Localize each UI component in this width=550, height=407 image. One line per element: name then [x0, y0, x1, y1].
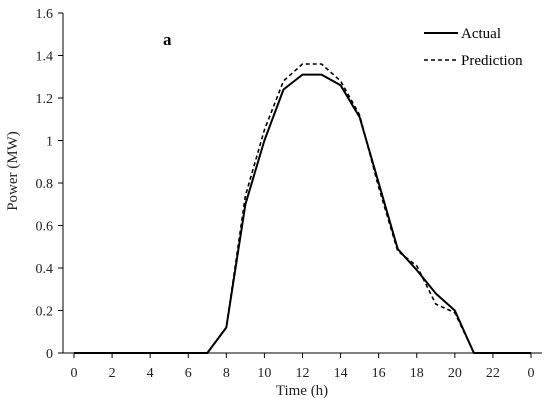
- series-line-actual: [74, 73, 531, 354]
- y-tick-label: 1: [46, 135, 53, 150]
- legend: Actual Prediction: [424, 26, 523, 69]
- x-tick-label: 0: [71, 366, 78, 381]
- y-axis-ticks: 0 0.2 0.4 0.6 0.8 1 1.2 1.4 1.6: [36, 7, 63, 362]
- x-tick-label: 8: [223, 366, 230, 381]
- x-tick-label: 0: [528, 366, 535, 381]
- x-tick-label: 4: [147, 366, 154, 381]
- x-tick-label: 18: [410, 366, 424, 381]
- x-tick-label: 6: [185, 366, 192, 381]
- x-tick-label: 22: [486, 366, 500, 381]
- panel-label: a: [163, 30, 172, 49]
- y-tick-label: 0.6: [36, 220, 54, 235]
- series-line-prediction: [74, 63, 531, 354]
- x-tick-label: 12: [296, 366, 310, 381]
- y-tick-label: 1.4: [36, 50, 54, 65]
- x-tick-label: 10: [257, 366, 271, 381]
- y-tick-label: 1.6: [36, 7, 54, 22]
- y-tick-label: 0: [46, 347, 53, 362]
- x-tick-label: 14: [334, 366, 348, 381]
- y-tick-label: 1.2: [36, 92, 54, 107]
- series-layer: [74, 63, 531, 354]
- y-tick-label: 0.2: [36, 305, 54, 320]
- y-tick-label: 0.8: [36, 177, 54, 192]
- y-tick-label: 0.4: [36, 262, 54, 277]
- legend-label-prediction: Prediction: [461, 53, 523, 69]
- x-axis-ticks: 0 2 4 6 8 10 12 14 16 18 20 22 0: [71, 353, 535, 381]
- x-tick-label: 16: [372, 366, 386, 381]
- y-axis-title: Power (MW): [5, 131, 21, 211]
- x-tick-label: 2: [109, 366, 116, 381]
- x-axis-title: Time (h): [276, 383, 328, 399]
- legend-label-actual: Actual: [461, 26, 501, 42]
- x-tick-label: 20: [448, 366, 462, 381]
